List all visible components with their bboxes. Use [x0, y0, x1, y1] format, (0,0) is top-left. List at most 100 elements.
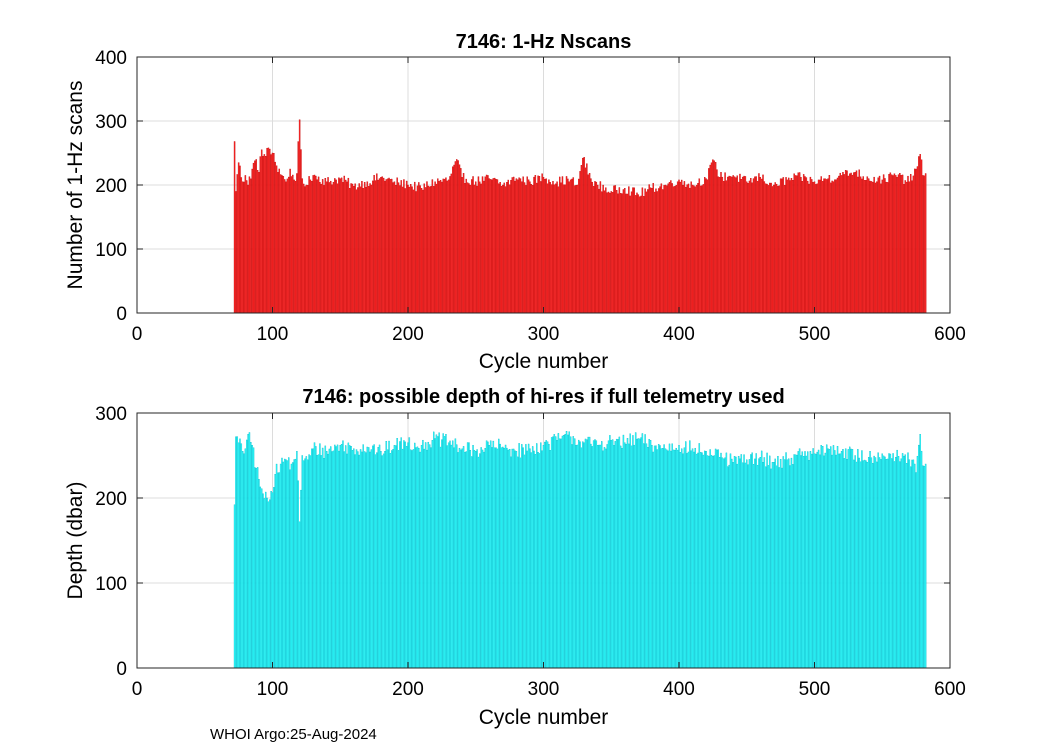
bar — [739, 458, 741, 669]
bar — [281, 457, 283, 669]
bar — [506, 182, 508, 314]
bar — [412, 449, 415, 669]
bar — [275, 463, 278, 669]
bar — [339, 178, 341, 314]
bar — [899, 461, 901, 669]
bar — [759, 177, 762, 314]
bar — [727, 466, 729, 669]
bar — [531, 185, 534, 314]
bar — [400, 437, 402, 669]
bar — [378, 178, 381, 314]
bar — [321, 179, 324, 314]
x-tick-label: 200 — [392, 679, 424, 700]
bar — [855, 461, 858, 669]
bar — [735, 456, 737, 669]
bottom-chart-depth: 0 100 200 300 400 500 600 0 100 200 300 7146: possi… — [64, 386, 966, 729]
bar — [914, 168, 916, 314]
bar — [691, 448, 694, 669]
bar — [599, 181, 602, 314]
bar — [479, 453, 481, 669]
bar — [517, 179, 519, 314]
bar — [546, 441, 549, 669]
bar — [472, 176, 474, 314]
bar — [680, 448, 683, 669]
bar — [480, 183, 482, 314]
bar — [240, 177, 243, 314]
bar — [667, 450, 669, 669]
bar — [643, 196, 645, 314]
bar — [380, 177, 382, 314]
bar — [653, 445, 656, 669]
bar — [763, 181, 766, 314]
bar — [897, 456, 900, 669]
bar — [878, 457, 881, 669]
bar — [374, 180, 377, 314]
bar — [335, 179, 337, 314]
bar — [412, 189, 415, 314]
bar — [397, 182, 400, 314]
bar — [729, 453, 732, 669]
bar — [766, 183, 768, 314]
bar — [332, 450, 335, 669]
bar — [797, 451, 799, 669]
bar — [484, 176, 486, 314]
bar — [847, 175, 850, 314]
bar — [285, 181, 287, 314]
bar — [855, 170, 858, 314]
bar — [409, 184, 412, 314]
bar — [850, 172, 852, 314]
bar — [408, 186, 411, 314]
bar — [550, 184, 553, 314]
bar — [633, 444, 635, 669]
bar — [924, 463, 927, 669]
bar — [298, 521, 301, 669]
bar — [488, 178, 491, 314]
bar — [392, 182, 394, 314]
bar — [904, 454, 906, 669]
bar — [271, 492, 274, 669]
bar — [457, 452, 459, 669]
bar — [885, 459, 888, 669]
bar — [343, 175, 346, 314]
bar — [721, 176, 724, 314]
bar — [736, 175, 738, 314]
bar — [820, 176, 822, 314]
bar — [250, 442, 252, 669]
y-tick-label: 0 — [116, 304, 127, 325]
bar — [340, 177, 343, 314]
bar — [601, 191, 603, 314]
bar — [565, 431, 568, 669]
bar — [735, 177, 737, 314]
bar — [804, 176, 806, 314]
bar — [909, 466, 912, 669]
bar — [256, 170, 259, 314]
bar — [662, 448, 664, 669]
bar — [595, 440, 598, 669]
bar — [397, 450, 400, 669]
bar — [502, 184, 504, 314]
bar — [771, 462, 774, 669]
bar — [697, 183, 699, 314]
bar — [644, 188, 646, 314]
bar — [307, 185, 309, 314]
bar — [656, 191, 659, 314]
bar — [458, 164, 461, 314]
bar — [823, 178, 825, 314]
bar — [529, 181, 531, 314]
bar — [527, 443, 530, 669]
bar — [259, 156, 262, 314]
bar — [876, 461, 878, 669]
bar-series — [233, 431, 927, 669]
x-tick-label: 100 — [257, 679, 289, 700]
y-tick-label: 100 — [95, 240, 127, 261]
bar — [765, 466, 767, 669]
bar — [893, 173, 896, 314]
bar — [461, 177, 463, 314]
bar — [290, 176, 293, 314]
bar — [515, 451, 518, 669]
bar — [498, 183, 500, 314]
bar — [466, 442, 469, 669]
bar — [575, 445, 577, 669]
bar — [634, 195, 637, 314]
